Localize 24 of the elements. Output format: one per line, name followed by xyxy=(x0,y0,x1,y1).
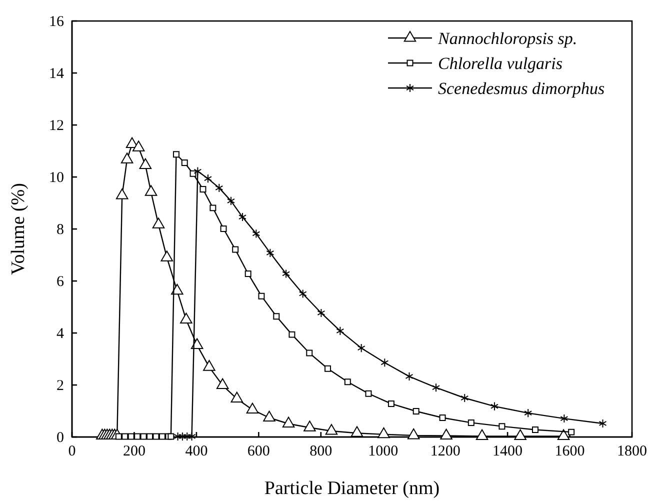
x-tick-label: 1600 xyxy=(554,444,585,460)
x-tick-label: 800 xyxy=(310,444,332,460)
x-tick-label: 1400 xyxy=(492,444,523,460)
legend-label: Scenedesmus dimorphus xyxy=(438,79,606,98)
x-tick-label: 1800 xyxy=(617,444,647,460)
x-tick-label: 0 xyxy=(68,444,76,460)
legend-label: Chlorella vulgaris xyxy=(438,54,563,73)
x-tick-label: 400 xyxy=(185,444,208,460)
y-tick-label: 6 xyxy=(56,274,64,290)
y-tick-label: 0 xyxy=(56,430,64,446)
x-tick-label: 600 xyxy=(247,444,270,460)
x-tick-label: 1000 xyxy=(368,444,398,460)
x-tick-label: 200 xyxy=(122,444,146,460)
y-axis-title: Volume (%) xyxy=(8,183,29,275)
legend-label: Nannochloropsis sp. xyxy=(437,29,578,48)
y-tick-label: 16 xyxy=(49,14,64,30)
x-tick-label: 1200 xyxy=(430,444,460,460)
y-tick-label: 14 xyxy=(49,66,64,82)
y-tick-label: 10 xyxy=(49,170,64,186)
x-axis-title: Particle Diameter (nm) xyxy=(264,478,440,499)
y-tick-label: 4 xyxy=(56,326,64,342)
y-tick-label: 2 xyxy=(56,378,64,394)
y-tick-label: 12 xyxy=(49,118,64,134)
y-tick-label: 8 xyxy=(56,222,64,238)
